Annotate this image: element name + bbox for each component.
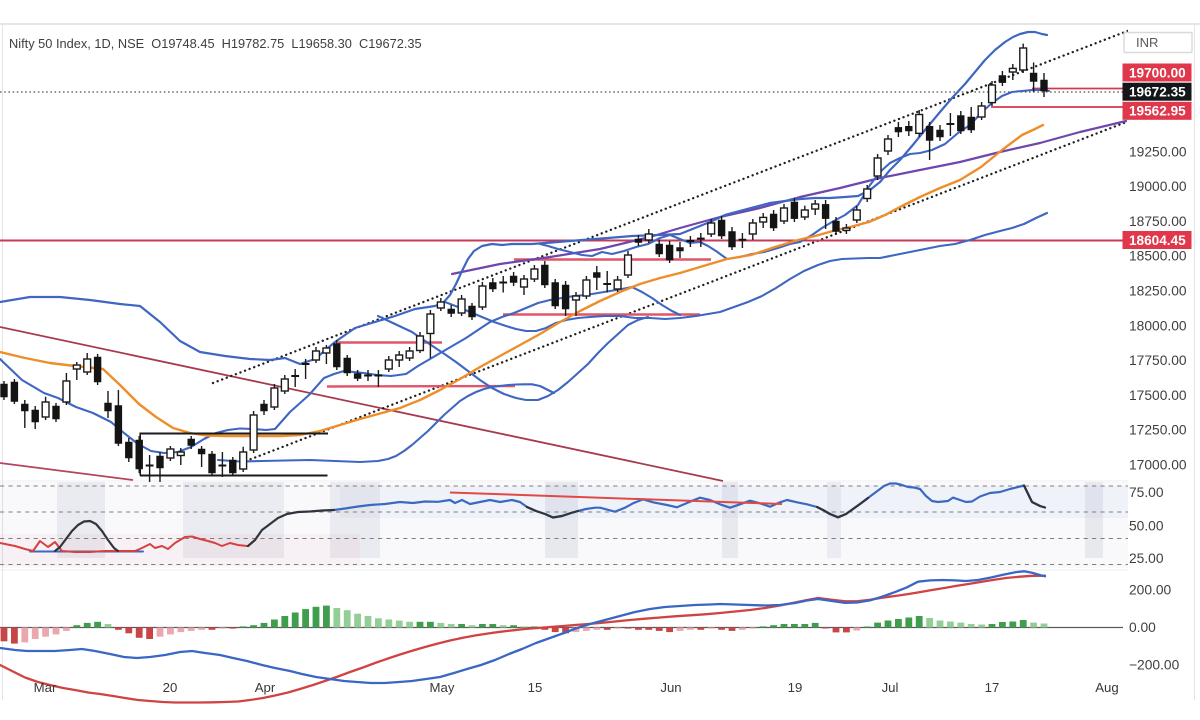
svg-text:−200.00: −200.00 xyxy=(1129,658,1180,673)
svg-text:20: 20 xyxy=(163,680,178,695)
svg-text:19562.95: 19562.95 xyxy=(1129,104,1186,119)
svg-text:19: 19 xyxy=(788,680,803,695)
svg-text:19700.00: 19700.00 xyxy=(1129,65,1186,80)
svg-text:17: 17 xyxy=(985,680,1000,695)
svg-text:19250.00: 19250.00 xyxy=(1129,145,1187,160)
svg-text:25.00: 25.00 xyxy=(1129,551,1164,566)
svg-text:Jun: Jun xyxy=(660,680,681,695)
svg-text:17750.00: 17750.00 xyxy=(1129,353,1187,368)
svg-text:INR: INR xyxy=(1136,35,1158,50)
svg-text:50.00: 50.00 xyxy=(1129,519,1164,534)
svg-text:18750.00: 18750.00 xyxy=(1129,214,1187,229)
svg-text:Jul: Jul xyxy=(882,680,899,695)
svg-text:17500.00: 17500.00 xyxy=(1129,388,1187,403)
svg-text:18000.00: 18000.00 xyxy=(1129,319,1187,334)
svg-text:18604.45: 18604.45 xyxy=(1129,233,1186,248)
svg-text:17250.00: 17250.00 xyxy=(1129,423,1187,438)
svg-text:0.00: 0.00 xyxy=(1129,620,1156,635)
svg-text:18500.00: 18500.00 xyxy=(1129,249,1187,264)
svg-text:15: 15 xyxy=(528,680,543,695)
svg-text:19672.35: 19672.35 xyxy=(1129,85,1186,100)
svg-text:200.00: 200.00 xyxy=(1129,583,1172,598)
svg-text:Apr: Apr xyxy=(255,680,276,695)
svg-text:Mar: Mar xyxy=(34,680,57,695)
svg-text:May: May xyxy=(430,680,455,695)
svg-text:19000.00: 19000.00 xyxy=(1129,179,1187,194)
svg-text:75.00: 75.00 xyxy=(1129,485,1164,500)
svg-text:17000.00: 17000.00 xyxy=(1129,458,1187,473)
svg-text:Aug: Aug xyxy=(1095,680,1118,695)
svg-text:Nifty 50 Index, 1D, NSE O1974: Nifty 50 Index, 1D, NSE O19748.45 H19782… xyxy=(9,36,422,51)
svg-text:18250.00: 18250.00 xyxy=(1129,284,1187,299)
